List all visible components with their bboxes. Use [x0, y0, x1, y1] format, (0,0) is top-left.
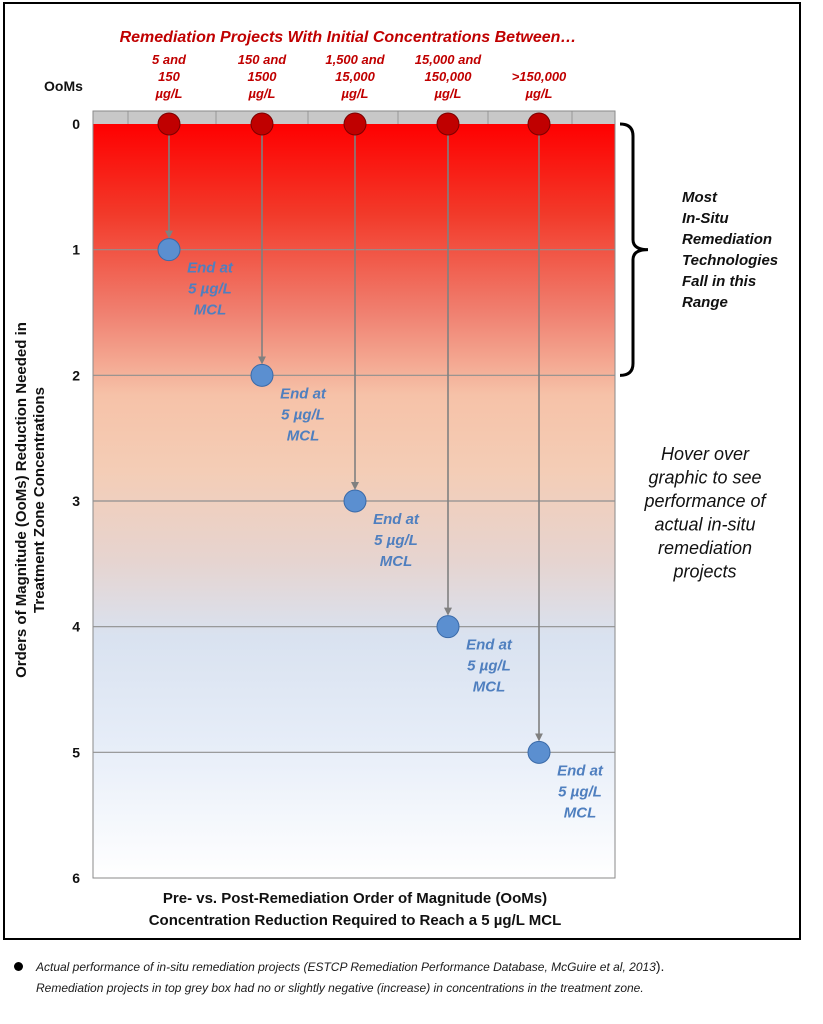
bracket-label-line: Range [682, 294, 728, 311]
figure-frame [3, 2, 801, 940]
x-axis-label-line-2: Concentration Reduction Required to Reac… [149, 912, 562, 929]
start-marker [250, 112, 274, 136]
category-label: 15,000 and [415, 52, 483, 67]
y-tick-label: 2 [72, 367, 80, 383]
end-label: MCL [194, 302, 227, 319]
start-marker [157, 112, 181, 136]
category-label: µg/L [525, 86, 553, 101]
category-label: 150,000 [425, 69, 473, 84]
end-marker [343, 489, 367, 513]
bracket-label: Most In-Situ Remediation Technologies Fall i… [682, 189, 778, 311]
hover-note-line: actual in-situ [654, 515, 755, 535]
category-label: 15,000 [335, 69, 376, 84]
end-label: MCL [287, 427, 320, 444]
hover-note: Hover over graphic to see performance of ac… [643, 444, 767, 582]
y-tick-label: 1 [72, 242, 80, 258]
hover-note-line: graphic to see [648, 468, 761, 488]
category-label: 150 [158, 69, 180, 84]
hover-note-line: performance of [643, 491, 767, 511]
footnote-bullet [14, 962, 23, 971]
end-label: MCL [380, 553, 413, 570]
end-label: MCL [564, 804, 597, 821]
end-label: End at [187, 260, 234, 277]
category-label: µg/L [434, 86, 462, 101]
y-tick-label: 4 [72, 619, 80, 635]
end-label: 5 µg/L [558, 783, 602, 800]
category-label: µg/L [155, 86, 183, 101]
category-label: µg/L [248, 86, 276, 101]
end-label: 5 µg/L [188, 281, 232, 298]
bracket-label-line: Remediation [682, 231, 772, 248]
end-label: 5 µg/L [467, 658, 511, 675]
end-label: 5 µg/L [281, 406, 325, 423]
category-label: 5 and [152, 52, 187, 67]
y-unit-header: OoMs [44, 78, 83, 94]
end-label: End at [280, 385, 327, 402]
end-marker [436, 615, 460, 639]
y-axis-label: Orders of Magnitude (OoMs) Reduction Nee… [13, 322, 48, 678]
end-label: End at [466, 637, 513, 654]
y-axis-label-line-1: Orders of Magnitude (OoMs) Reduction Nee… [13, 322, 30, 678]
bracket-label-line: Most [682, 189, 718, 206]
end-label: End at [557, 762, 604, 779]
start-marker [527, 112, 551, 136]
plot-border [92, 110, 616, 879]
category-label: 1,500 and [325, 52, 385, 67]
y-axis-label-line-2: Treatment Zone Concentrations [31, 387, 48, 613]
footnote-line-1-text: Actual performance of in-situ remediatio… [36, 960, 656, 974]
footnote-line-1-end: ). [655, 958, 665, 974]
hover-note-line: projects [672, 562, 736, 582]
bracket-label-line: Technologies [682, 252, 778, 269]
start-marker [436, 112, 460, 136]
footnote-line-1: Actual performance of in-situ remediatio… [36, 958, 664, 974]
end-label: 5 µg/L [374, 532, 418, 549]
bracket-label-line: In-Situ [682, 210, 729, 227]
end-marker [527, 740, 551, 764]
footnote-line-2: Remediation projects in top grey box had… [36, 981, 644, 995]
end-label: MCL [473, 679, 506, 696]
category-label: µg/L [341, 86, 369, 101]
end-marker [157, 238, 181, 262]
grey-box-ticks [127, 111, 573, 124]
x-axis-label-line-1: Pre- vs. Post-Remediation Order of Magni… [163, 890, 547, 907]
category-label: >150,000 [512, 69, 567, 84]
chart-title: Remediation Projects With Initial Concen… [120, 29, 577, 46]
y-tick-label: 6 [72, 870, 80, 886]
end-marker [250, 363, 274, 387]
bracket-label-line: Fall in this [682, 273, 756, 290]
y-tick-label: 5 [72, 744, 80, 760]
hover-note-line: Hover over [661, 444, 750, 464]
y-tick-label: 3 [72, 493, 80, 509]
category-label: 1500 [248, 69, 278, 84]
y-tick-label: 0 [72, 116, 80, 132]
end-label: End at [373, 511, 420, 528]
hover-note-line: remediation [658, 538, 752, 558]
category-label: 150 and [238, 52, 287, 67]
start-marker [343, 112, 367, 136]
range-bracket [619, 122, 649, 377]
